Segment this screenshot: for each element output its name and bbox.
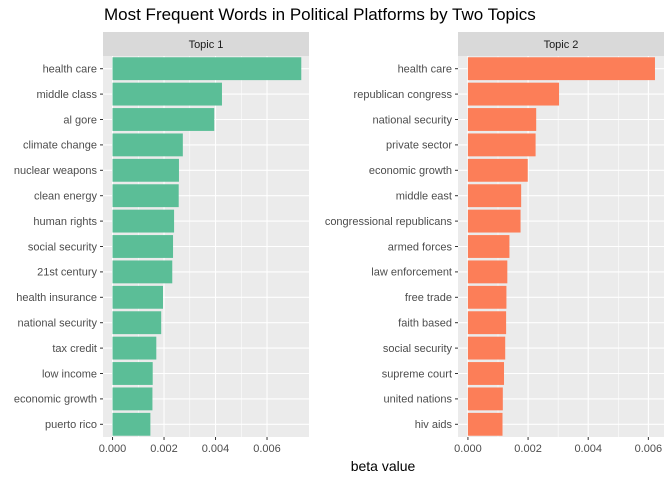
y-tick-label: al gore: [63, 114, 97, 126]
bar-middle-class: [112, 82, 222, 106]
bar-health-insurance: [112, 285, 163, 309]
bar-republican-congress: [467, 82, 560, 106]
x-tick-label: 0.004: [574, 443, 602, 455]
bar-armed-forces: [467, 235, 510, 258]
x-tick-label: 0.002: [150, 443, 178, 455]
bar-hiv-aids: [467, 412, 503, 436]
bar-economic-growth: [112, 387, 153, 411]
bar-united-nations: [467, 387, 503, 411]
chart-title: Most Frequent Words in Political Platfor…: [104, 5, 536, 24]
y-tick-label: health insurance: [16, 292, 97, 304]
y-tick-label: clean energy: [34, 191, 97, 203]
bar-private-sector: [467, 133, 536, 157]
y-tick-label: hiv aids: [415, 419, 453, 431]
facet-strip-label: Topic 1: [189, 39, 224, 51]
y-tick-label: economic growth: [14, 394, 97, 406]
bar-social-security: [467, 336, 506, 360]
bar-puerto-rico: [112, 412, 151, 436]
facet-panel-1: Topic 1 health care middle class al gore cli…: [14, 32, 309, 455]
y-tick-label: 21st century: [37, 267, 97, 279]
y-tick-label: health care: [43, 64, 97, 76]
y-tick-label: middle class: [36, 89, 97, 101]
y-tick-label: private sector: [386, 140, 452, 152]
bar-free-trade: [467, 285, 507, 309]
y-tick-label: law enforcement: [371, 267, 452, 279]
y-tick-label: tax credit: [52, 343, 97, 355]
y-tick-label: faith based: [398, 318, 452, 330]
y-tick-label: human rights: [33, 216, 97, 228]
bar-al-gore: [112, 108, 215, 131]
bar-middle-east: [467, 184, 522, 208]
y-tick-label: nuclear weapons: [14, 165, 98, 177]
x-tick-label: 0.002: [514, 443, 542, 455]
y-tick-label: united nations: [384, 394, 453, 406]
y-tick-label: social security: [28, 241, 98, 253]
bar-supreme-court: [467, 362, 505, 385]
y-tick-label: climate change: [23, 140, 97, 152]
y-tick-label: national security: [373, 114, 453, 126]
bar-faith-based: [467, 311, 507, 335]
bar-economic-growth: [467, 158, 528, 182]
x-tick-label: 0.000: [99, 443, 127, 455]
bar-tax-credit: [112, 336, 157, 360]
y-tick-label: national security: [18, 318, 98, 330]
x-axis-label: beta value: [351, 458, 416, 474]
bar-21st-century: [112, 260, 173, 284]
bar-health-care: [112, 57, 302, 81]
bar-climate-change: [112, 133, 183, 157]
bar-law-enforcement: [467, 260, 508, 284]
bar-social-security: [112, 235, 174, 258]
panels-layer: Topic 1 health care middle class al gore cli…: [14, 32, 664, 455]
facet-strip: [458, 32, 664, 56]
y-tick-label: congressional republicans: [325, 216, 453, 228]
x-tick-label: 0.004: [202, 443, 230, 455]
y-tick-label: middle east: [396, 191, 452, 203]
bar-human-rights: [112, 209, 175, 233]
y-tick-label: supreme court: [382, 368, 452, 380]
facet-strip-label: Topic 2: [544, 39, 579, 51]
x-tick-label: 0.006: [253, 443, 281, 455]
facet-strip: [103, 32, 309, 56]
facet-panel-2: Topic 2 health care republican congress nat…: [325, 32, 664, 455]
y-tick-label: economic growth: [369, 165, 452, 177]
y-tick-label: low income: [42, 368, 97, 380]
bar-national-security: [112, 311, 162, 335]
bar-health-care: [467, 57, 655, 81]
x-tick-label: 0.006: [635, 443, 663, 455]
y-tick-label: health care: [398, 64, 452, 76]
y-tick-label: free trade: [405, 292, 452, 304]
x-tick-label: 0.000: [454, 443, 482, 455]
bar-national-security: [467, 108, 537, 131]
y-tick-label: puerto rico: [45, 419, 97, 431]
bar-clean-energy: [112, 184, 179, 208]
y-tick-label: armed forces: [388, 241, 453, 253]
bar-low-income: [112, 362, 153, 385]
bar-congressional-republicans: [467, 209, 521, 233]
y-tick-label: republican congress: [354, 89, 453, 101]
bar-nuclear-weapons: [112, 158, 179, 182]
y-tick-label: social security: [383, 343, 453, 355]
